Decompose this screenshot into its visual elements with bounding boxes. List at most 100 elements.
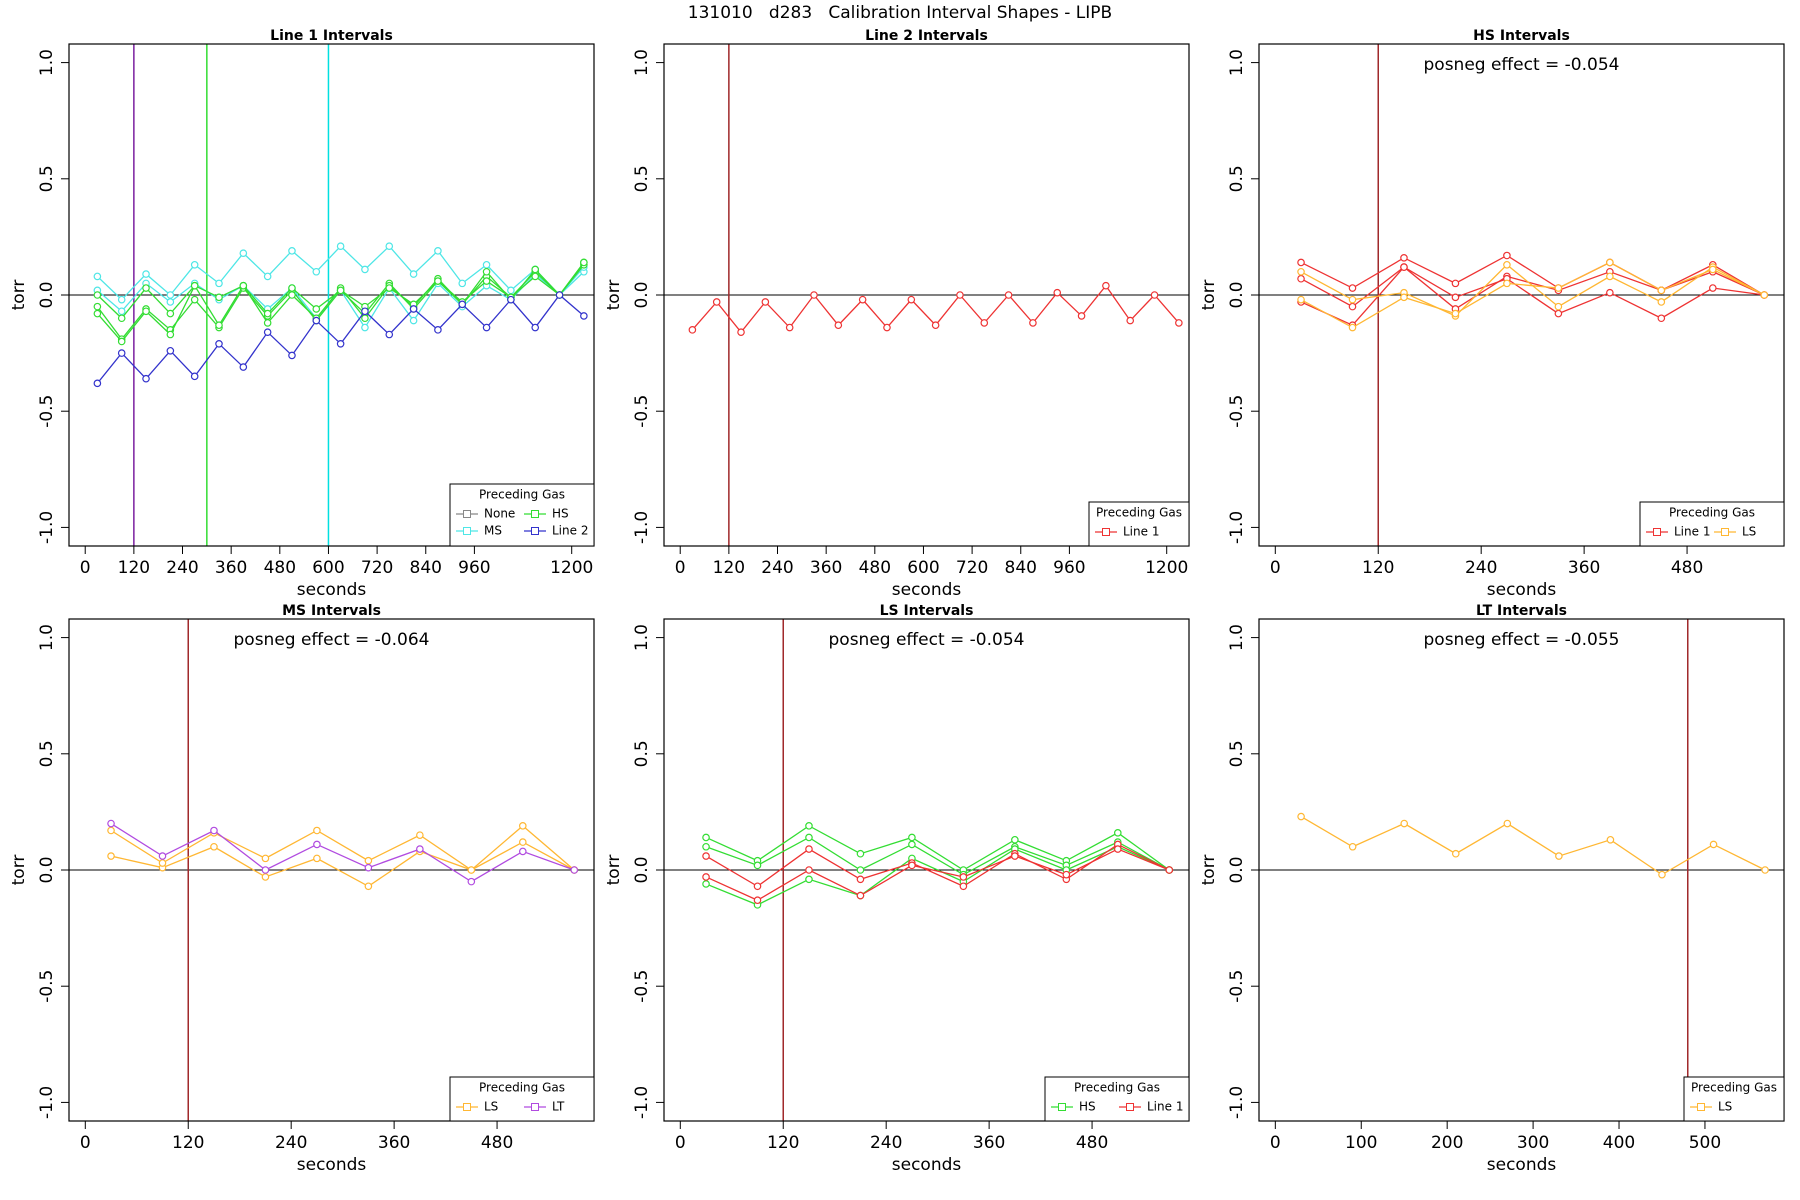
point [117, 337, 126, 346]
point [1708, 284, 1717, 292]
x-tick-label: 120 [767, 1133, 799, 1153]
point [215, 340, 223, 348]
point [261, 873, 270, 881]
point [1503, 819, 1512, 828]
panel: MS Intervals -1.0 -0.5 0.0 0.5 1.0 0 120 240 360 4… [9, 603, 595, 1175]
legend-title: Preceding Gas [1691, 1081, 1777, 1095]
x-tick-label: 500 [1689, 1133, 1721, 1153]
series-line [1300, 266, 1765, 310]
legend-swatch [1126, 1103, 1134, 1111]
legend-swatch [1721, 528, 1729, 536]
plot-frame [1258, 618, 1785, 1122]
x-axis-label: seconds [892, 1155, 962, 1175]
annotation: posneg effect = -0.055 [1424, 630, 1620, 650]
x-tick-label: 120 [172, 1133, 204, 1153]
legend-swatch [531, 527, 539, 535]
point [908, 833, 916, 842]
y-tick-label: -1.0 [632, 511, 652, 544]
x-tick-label: 840 [1005, 558, 1037, 578]
panel-title: Line 1 Intervals [270, 28, 393, 44]
point [1451, 309, 1460, 318]
x-tick-label: 480 [481, 1133, 513, 1153]
point [312, 316, 321, 325]
point [856, 849, 865, 858]
y-tick-label: 1.0 [1227, 49, 1247, 76]
point [1606, 835, 1615, 844]
point [1451, 849, 1460, 858]
point [518, 822, 527, 830]
x-tick-label: 240 [870, 1133, 902, 1153]
point [1400, 263, 1408, 271]
point [166, 330, 175, 339]
x-tick-label: 300 [1517, 1133, 1549, 1153]
point [312, 305, 321, 313]
point [215, 293, 223, 302]
legend-box [449, 483, 595, 547]
legend-box [1088, 501, 1190, 547]
point [336, 340, 345, 348]
point [117, 295, 126, 304]
point [1657, 298, 1666, 306]
point [313, 826, 321, 835]
y-tick-label: -1.0 [1227, 1086, 1247, 1119]
x-tick-label: 720 [956, 558, 988, 578]
legend-title: Preceding Gas [479, 1081, 565, 1095]
y-tick-label: -0.5 [37, 970, 57, 1003]
point [288, 351, 296, 360]
point [313, 840, 321, 849]
x-tick-label: 480 [264, 558, 296, 578]
point [1004, 291, 1013, 299]
point [93, 379, 102, 388]
point [1077, 312, 1086, 320]
y-tick-label: 0.0 [37, 281, 57, 308]
y-axis-label: torr [1199, 855, 1219, 886]
point [364, 863, 373, 872]
point [805, 875, 813, 884]
point [142, 374, 150, 383]
x-tick-label: 360 [1568, 558, 1600, 578]
point [239, 281, 248, 290]
point [531, 323, 540, 332]
point [688, 326, 697, 334]
point [1503, 279, 1511, 288]
legend-swatch [1102, 528, 1110, 536]
point [1348, 302, 1357, 311]
x-tick-label: 0 [80, 1133, 91, 1153]
annotation: posneg effect = -0.064 [234, 630, 430, 650]
point [361, 265, 369, 274]
point [737, 328, 745, 336]
point [361, 323, 369, 332]
annotation: posneg effect = -0.054 [829, 630, 1025, 650]
point [409, 305, 418, 313]
point [1011, 835, 1019, 844]
point [107, 826, 115, 835]
plot-frame [68, 618, 595, 1122]
legend-swatch [463, 1103, 471, 1111]
point [239, 249, 248, 257]
point [956, 291, 964, 299]
legend-title: Preceding Gas [1074, 1081, 1160, 1095]
point [158, 852, 167, 860]
legend-label: HS [1079, 1100, 1096, 1114]
point [467, 866, 476, 874]
x-axis-label: seconds [892, 580, 962, 600]
legend-swatch [531, 1103, 539, 1111]
point [753, 882, 762, 891]
x-tick-label: 100 [1345, 1133, 1377, 1153]
x-tick-label: 240 [761, 558, 793, 578]
point [702, 852, 710, 860]
panel-title: HS Intervals [1473, 28, 1570, 44]
point [1348, 295, 1357, 304]
y-axis-label: torr [604, 280, 624, 311]
y-tick-label: 1.0 [37, 49, 57, 76]
point [1011, 852, 1019, 860]
point [702, 842, 710, 851]
x-tick-label: 480 [1671, 558, 1703, 578]
y-tick-label: -0.5 [1227, 395, 1247, 428]
point [580, 312, 588, 320]
y-tick-label: -0.5 [632, 395, 652, 428]
point [434, 247, 442, 255]
plot-frame [663, 618, 1190, 1122]
